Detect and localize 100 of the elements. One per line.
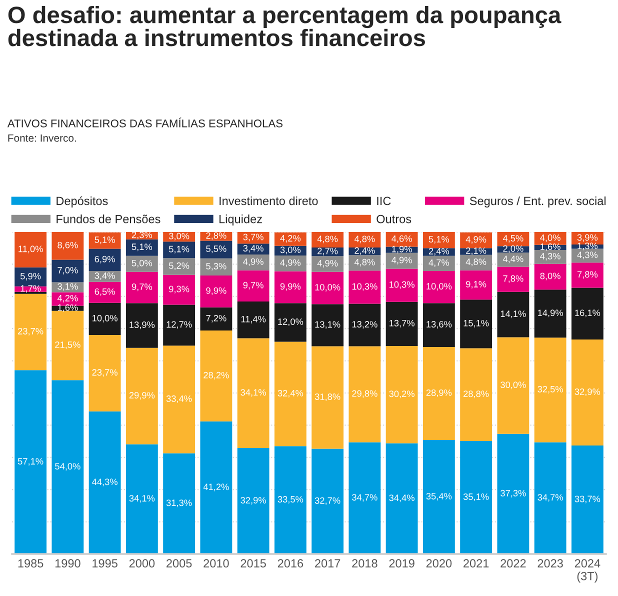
data-label: 41,2% <box>203 484 229 492</box>
bar <box>348 346 381 442</box>
bar <box>422 440 455 554</box>
bar <box>422 270 455 304</box>
x-tick-label: 2017 <box>315 559 340 568</box>
data-label: 16,1% <box>575 310 600 318</box>
bar <box>534 338 566 442</box>
x-tick-label: 2022 <box>500 559 526 568</box>
data-label: 34,1% <box>240 389 266 397</box>
legend-label: IIC <box>377 196 391 206</box>
data-label: 34,7% <box>538 494 563 502</box>
bar <box>88 335 121 412</box>
bar <box>422 303 455 347</box>
bar <box>460 254 492 270</box>
data-label: 5,1% <box>168 246 190 254</box>
data-label: 4,9% <box>317 260 338 268</box>
legend-label: Fundos de Pensões <box>56 214 160 224</box>
x-tick-label: 2019 <box>389 559 414 568</box>
bar <box>14 232 47 268</box>
bar <box>14 370 47 554</box>
bar <box>571 340 604 446</box>
chart-subtitle: ATIVOS FINANCEIROS DAS FAMÍLIAS ESPANHOLAS <box>7 118 282 128</box>
x-tick-label: 2000 <box>129 559 155 568</box>
data-label: 10,0% <box>92 314 118 322</box>
data-label: 8,0% <box>540 272 560 280</box>
data-label: 34,4% <box>389 494 414 502</box>
data-label: 5,9% <box>20 272 41 280</box>
bar <box>163 453 196 554</box>
bar <box>497 266 530 292</box>
bar <box>534 442 566 554</box>
data-label: 5,3% <box>206 262 226 270</box>
data-label: 33,7% <box>574 496 600 504</box>
bar <box>237 270 270 302</box>
bar <box>460 348 492 441</box>
data-label: 4,5% <box>502 235 524 243</box>
bar <box>200 275 232 308</box>
data-label: 14,9% <box>538 310 563 318</box>
data-label: 4,2% <box>280 235 301 243</box>
bar <box>52 292 84 306</box>
data-label: 8,6% <box>58 242 78 250</box>
data-label: 4,9% <box>466 236 486 244</box>
data-label: 6,5% <box>94 288 115 296</box>
data-label: 4,8% <box>354 258 375 266</box>
bar <box>88 282 121 303</box>
bar <box>274 446 306 554</box>
bar <box>460 270 492 300</box>
data-label: 13,9% <box>130 322 155 330</box>
bar <box>163 274 196 305</box>
bar <box>88 248 121 271</box>
data-label: 54,0% <box>55 463 80 471</box>
data-label: 5,1% <box>428 236 450 244</box>
bar <box>200 421 232 554</box>
source-note: Fonte: Inverco. <box>8 134 76 142</box>
bar <box>386 443 418 554</box>
data-label: 6,9% <box>94 256 115 264</box>
data-label: 7,8% <box>577 271 598 279</box>
data-label: 23,7% <box>92 369 118 377</box>
data-label: 5,2% <box>168 262 190 270</box>
data-label: 7,0% <box>58 266 78 275</box>
data-label: 13,6% <box>426 321 452 329</box>
data-label: 1,7% <box>20 285 41 293</box>
data-label: 3,7% <box>243 234 264 242</box>
data-label: 4,9% <box>243 258 264 266</box>
bar <box>497 292 530 338</box>
bar <box>274 303 306 342</box>
data-label: 10,3% <box>390 281 414 289</box>
data-label: 3,0% <box>280 246 301 254</box>
bar <box>274 271 306 304</box>
x-tick-label: 1985 <box>18 559 44 568</box>
data-label: 13,7% <box>390 320 414 328</box>
data-label: 32,9% <box>240 497 266 505</box>
data-label: 23,7% <box>18 328 44 336</box>
data-label: 44,3% <box>92 478 118 486</box>
legend-label: Seguros / Ent. prev. social <box>470 196 606 208</box>
bar <box>348 255 381 271</box>
bar <box>274 232 306 246</box>
bar <box>88 232 121 249</box>
bar <box>422 256 455 271</box>
data-label: 28,8% <box>464 390 489 398</box>
data-label: 4,0% <box>540 234 560 242</box>
data-label: 4,9% <box>280 259 301 267</box>
data-label: 4,9% <box>392 256 412 264</box>
x-tick-label: 2024 (3T) <box>574 559 600 583</box>
x-tick-label: 1990 <box>55 559 80 568</box>
x-tick-label: 2021 <box>464 559 489 568</box>
data-label: 5,1% <box>132 244 152 252</box>
bar <box>497 434 530 554</box>
data-label: 34,1% <box>129 495 155 503</box>
bar <box>237 338 270 448</box>
bar <box>312 232 344 248</box>
bar <box>534 264 566 290</box>
data-label: 4,7% <box>428 259 450 267</box>
bar <box>237 232 270 244</box>
data-label: 2,8% <box>206 232 226 240</box>
data-label: 3,0% <box>168 232 190 240</box>
data-label: 3,9% <box>577 234 598 242</box>
bar <box>163 258 196 275</box>
legend-label: Liquidez <box>220 214 262 226</box>
data-label: 1,6% <box>540 243 560 251</box>
data-label: 13,1% <box>315 321 340 329</box>
